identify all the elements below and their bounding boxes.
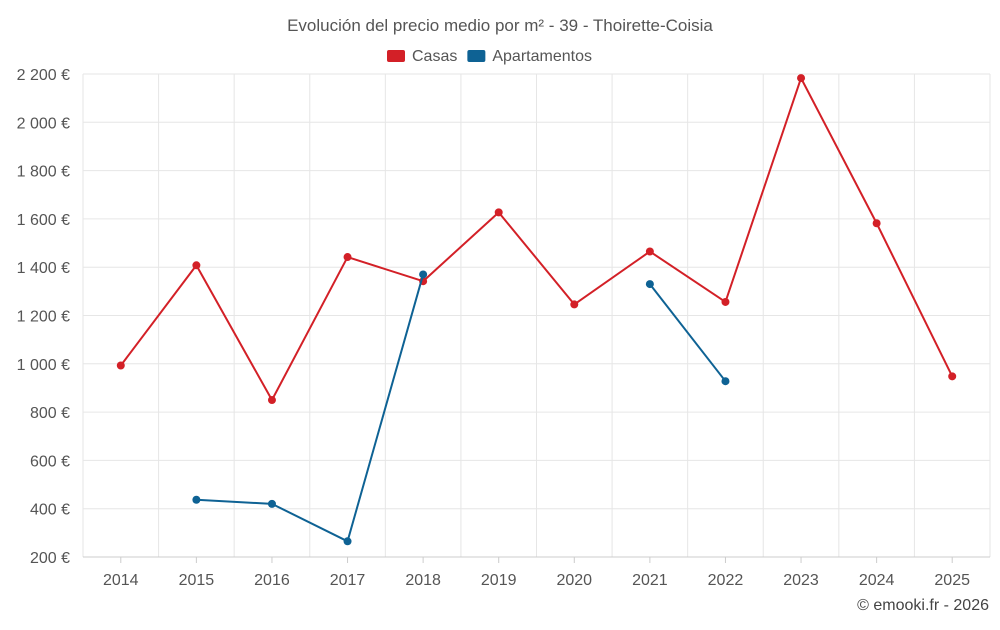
x-tick-label: 2017 (330, 572, 366, 589)
data-point-casas[interactable] (721, 297, 730, 306)
data-point-casas[interactable] (797, 74, 806, 83)
y-tick-label: 800 € (30, 405, 70, 422)
legend-item-casas[interactable]: Casas (387, 48, 457, 65)
x-tick-label: 2020 (556, 572, 592, 589)
data-point-casas[interactable] (645, 247, 654, 256)
legend-item-apartamentos[interactable]: Apartamentos (467, 48, 592, 65)
x-tick-label: 2022 (708, 572, 744, 589)
y-tick-label: 1 400 € (17, 260, 70, 277)
y-tick-label: 200 € (30, 550, 70, 567)
y-tick-label: 1 800 € (17, 164, 70, 181)
legend[interactable]: Casas Apartamentos (387, 48, 592, 65)
y-axis: 200 € 400 € 600 € 800 € 1 000 € 1 200 € 1 400 … (17, 67, 70, 567)
credit-text: © emooki.fr - 2026 (857, 597, 989, 614)
x-tick-label: 2015 (179, 572, 215, 589)
x-tick-label: 2023 (783, 572, 819, 589)
chart-title: Evolución del precio medio por m² - 39 -… (287, 16, 713, 35)
data-point-casas[interactable] (570, 300, 579, 309)
x-tick-label: 2019 (481, 572, 517, 589)
grid (82, 73, 991, 557)
x-tick-label: 2016 (254, 572, 290, 589)
x-tick-label: 2018 (405, 572, 441, 589)
data-point-apartamentos[interactable] (343, 537, 352, 546)
y-tick-label: 1 200 € (17, 309, 70, 326)
series-line-apartamentos (196, 274, 425, 543)
data-point-apartamentos[interactable] (192, 495, 201, 504)
y-tick-label: 600 € (30, 453, 70, 470)
legend-label: Casas (412, 48, 457, 65)
x-tick-label: 2021 (632, 572, 668, 589)
data-point-casas[interactable] (343, 253, 352, 262)
series-apartamentos (192, 270, 730, 546)
x-tick-label: 2014 (103, 572, 139, 589)
y-tick-label: 2 200 € (17, 67, 70, 84)
x-tick-label: 2024 (859, 572, 895, 589)
x-tick-label: 2025 (934, 572, 970, 589)
data-point-apartamentos[interactable] (721, 377, 730, 386)
y-tick-label: 2 000 € (17, 115, 70, 132)
data-point-apartamentos[interactable] (267, 499, 276, 508)
data-point-casas[interactable] (494, 208, 503, 217)
data-point-casas[interactable] (948, 372, 957, 381)
x-axis: 2014 2015 2016 2017 2018 2019 2020 2021 2022 2023… (83, 556, 990, 589)
y-tick-label: 1 000 € (17, 357, 70, 374)
legend-swatch (467, 50, 486, 62)
data-point-casas[interactable] (872, 219, 881, 228)
legend-swatch (387, 50, 405, 62)
y-tick-label: 400 € (30, 502, 70, 519)
data-point-casas[interactable] (267, 396, 276, 405)
series-layer (116, 74, 957, 546)
data-point-casas[interactable] (192, 261, 201, 270)
data-point-apartamentos[interactable] (419, 270, 428, 279)
y-tick-label: 1 600 € (17, 212, 70, 229)
data-point-apartamentos[interactable] (645, 280, 654, 289)
series-line-casas (119, 77, 954, 402)
legend-label: Apartamentos (492, 48, 592, 65)
series-line-apartamentos (649, 283, 727, 382)
data-point-casas[interactable] (116, 361, 125, 370)
